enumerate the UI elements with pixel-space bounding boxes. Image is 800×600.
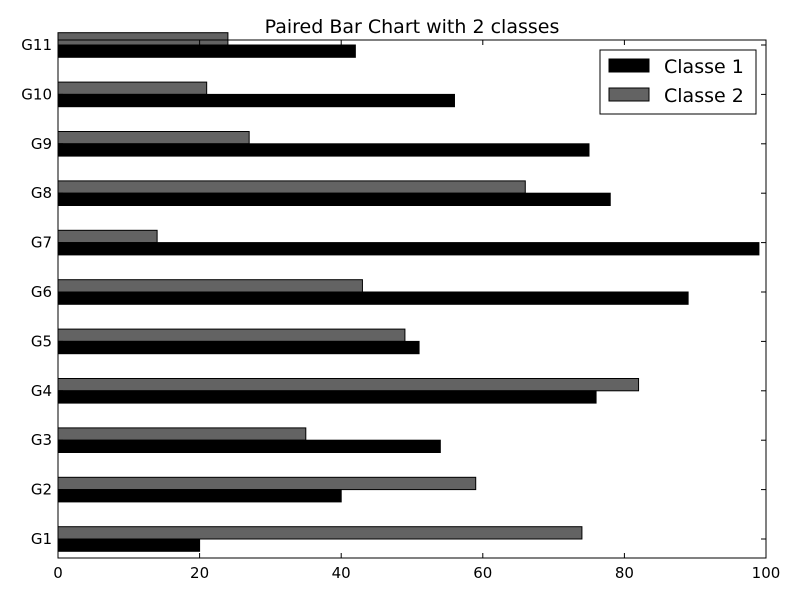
bar-classe-2-g2 <box>57 476 477 491</box>
y-tick-label-g3: G3 <box>31 431 52 449</box>
bar-classe-2-g5 <box>57 328 406 342</box>
bar-classe-1-g8 <box>57 192 611 206</box>
bar-classe-2-g3 <box>57 427 307 441</box>
x-tick-label-80: 80 <box>615 564 634 582</box>
legend-label-classe-1: Classe 1 <box>664 56 744 78</box>
x-tick-label-0: 0 <box>53 564 63 582</box>
x-tick-label-100: 100 <box>752 564 781 582</box>
x-tick-label-40: 40 <box>332 564 351 582</box>
x-tick-label-60: 60 <box>473 564 492 582</box>
bar-classe-2-g11 <box>57 32 229 46</box>
y-tick-label-g2: G2 <box>31 481 52 499</box>
x-tick-label-20: 20 <box>190 564 209 582</box>
y-tick-label-g5: G5 <box>31 332 52 350</box>
bar-classe-1-g9 <box>57 143 590 157</box>
y-tick-label-g6: G6 <box>31 283 52 301</box>
bar-classe-1-g11 <box>57 44 356 58</box>
legend-swatch-classe-2 <box>608 87 650 102</box>
y-tick-label-g8: G8 <box>31 184 52 202</box>
bar-classe-1-g4 <box>57 390 597 404</box>
ticks-layer: G1 G2 G3 G4 G5 G6 G7 G8 G9 G10 G11 0 20 40 60 80 100 <box>21 36 780 582</box>
bar-classe-2-g1 <box>57 526 583 540</box>
bar-classe-1-g2 <box>57 489 342 503</box>
legend: Classe 1 Classe 2 <box>599 49 757 115</box>
y-tick-label-g10: G10 <box>21 85 52 103</box>
y-tick-label-g7: G7 <box>31 234 52 252</box>
y-tick-label-g11: G11 <box>21 36 52 54</box>
bar-classe-1-g3 <box>57 439 441 454</box>
y-tick-label-g4: G4 <box>31 382 52 400</box>
bar-classe-1-g6 <box>57 291 689 305</box>
legend-label-classe-2: Classe 2 <box>664 85 744 107</box>
bar-classe-1-g5 <box>57 340 420 355</box>
bar-classe-2-g4 <box>57 378 640 392</box>
chart-title: Paired Bar Chart with 2 classes <box>265 16 560 38</box>
y-tick-label-g1: G1 <box>31 530 52 548</box>
bar-classe-2-g10 <box>57 81 208 95</box>
y-tick-label-g9: G9 <box>31 135 52 153</box>
legend-swatch-classe-1 <box>608 58 650 73</box>
bar-classe-2-g9 <box>57 131 250 145</box>
bar-classe-1-g10 <box>57 93 455 108</box>
bar-classe-1-g1 <box>57 538 201 552</box>
bar-classe-2-g8 <box>57 180 526 194</box>
bar-classe-2-g6 <box>57 279 363 293</box>
bar-classe-2-g7 <box>57 229 158 244</box>
plot-frame <box>57 39 767 559</box>
bar-classe-1-g7 <box>57 242 760 256</box>
